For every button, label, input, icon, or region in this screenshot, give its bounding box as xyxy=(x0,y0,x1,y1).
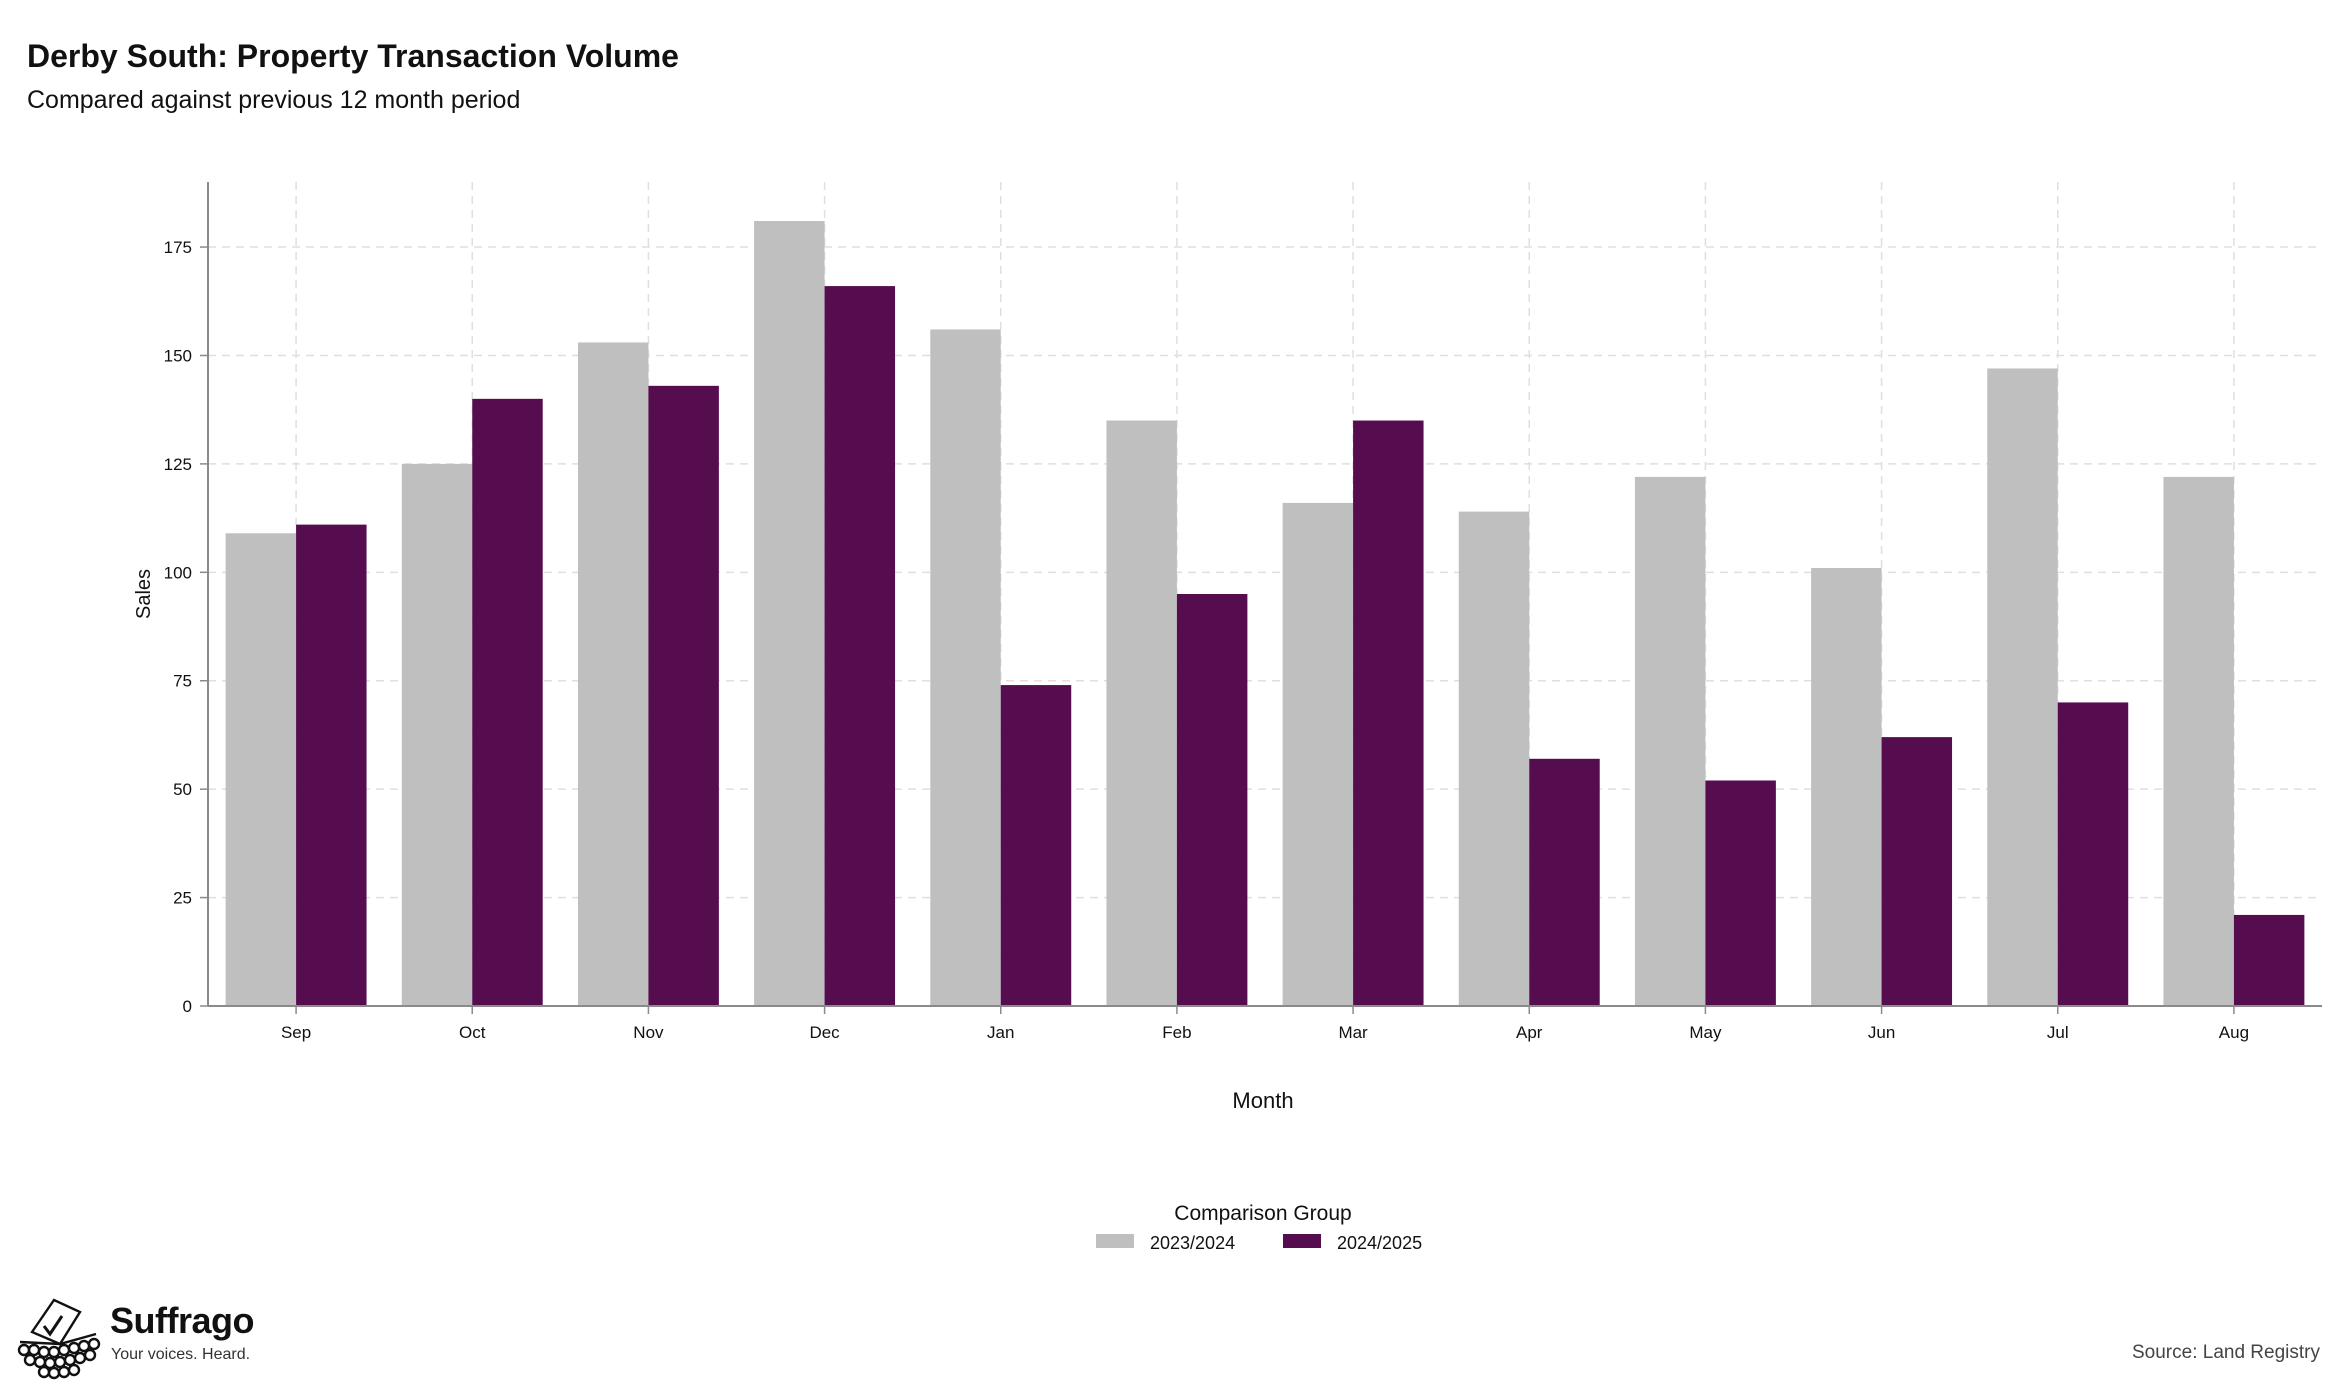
bar-2023-2024-dec xyxy=(754,221,825,1006)
x-tick-label: Jan xyxy=(987,1023,1014,1042)
y-tick-label: 150 xyxy=(164,346,192,365)
x-tick-label: Sep xyxy=(281,1023,311,1042)
bar-2024-2025-sep xyxy=(296,524,367,1006)
bar-2024-2025-oct xyxy=(472,398,543,1006)
bar-2023-2024-jun xyxy=(1811,567,1882,1006)
bar-2024-2025-mar xyxy=(1353,420,1424,1006)
bar-2023-2024-jan xyxy=(930,329,1001,1006)
bar-2024-2025-may xyxy=(1705,780,1776,1006)
bar-2024-2025-nov xyxy=(648,385,719,1007)
x-axis-title: Month xyxy=(1232,1088,1293,1113)
bar-2024-2025-aug xyxy=(2233,914,2305,1006)
x-tick-label: Aug xyxy=(2219,1023,2249,1042)
bar-2023-2024-feb xyxy=(1106,420,1177,1006)
legend-label: 2024/2025 xyxy=(1337,1233,1422,1253)
bar-chart: 0 25 50 75 100 125 150 175 Sep Oct Nov Dec Jan Feb Mar… xyxy=(133,182,2322,1253)
bar-2024-2025-dec xyxy=(824,286,896,1006)
bar-2024-2025-jul xyxy=(2057,702,2129,1006)
bar-2023-2024-apr xyxy=(1458,511,1530,1006)
bar-2023-2024-may xyxy=(1634,476,1706,1006)
bar-2023-2024-sep xyxy=(225,533,297,1006)
y-tick-label: 125 xyxy=(164,455,192,474)
bar-2023-2024-oct xyxy=(401,463,473,1006)
y-tick-label: 100 xyxy=(164,563,192,582)
chart-subtitle: Compared against previous 12 month perio… xyxy=(27,86,521,114)
legend-title: Comparison Group xyxy=(1174,1202,1351,1225)
bar-2024-2025-feb xyxy=(1176,594,1248,1006)
legend-swatch-2023-2024 xyxy=(1096,1234,1134,1248)
y-tick-label: 50 xyxy=(173,780,192,799)
bar-2023-2024-nov xyxy=(577,342,649,1007)
x-tick-label: Oct xyxy=(459,1023,486,1042)
bar-2024-2025-apr xyxy=(1529,758,1600,1006)
x-tick-label: Jul xyxy=(2047,1023,2069,1042)
x-tick-label: Mar xyxy=(1338,1023,1368,1042)
bar-2024-2025-jan xyxy=(1000,685,1072,1006)
bar-2023-2024-mar xyxy=(1282,502,1354,1006)
y-tick-label: 175 xyxy=(164,238,192,257)
source-note: Source: Land Registry xyxy=(2132,1342,2320,1363)
y-tick-label: 75 xyxy=(173,672,192,691)
x-tick-label: May xyxy=(1689,1023,1722,1042)
x-tick-label: Nov xyxy=(633,1023,664,1042)
brand-tagline: Your voices. Heard. xyxy=(111,1346,251,1363)
y-tick-label: 0 xyxy=(183,997,192,1016)
bar-2023-2024-aug xyxy=(2163,476,2234,1006)
suffrago-logo-icon xyxy=(17,1298,101,1380)
legend-label: 2023/2024 xyxy=(1150,1233,1235,1253)
x-tick-label: Feb xyxy=(1162,1023,1191,1042)
chart-title: Derby South: Property Transaction Volume xyxy=(27,38,679,74)
y-tick-label: 25 xyxy=(173,889,192,908)
y-axis-title: Sales xyxy=(133,569,155,619)
x-tick-label: Dec xyxy=(809,1023,840,1042)
x-tick-label: Jun xyxy=(1868,1023,1895,1042)
brand-name: Suffrago xyxy=(110,1300,255,1341)
bar-2024-2025-jun xyxy=(1881,737,1953,1006)
x-tick-label: Apr xyxy=(1516,1023,1543,1042)
legend-swatch-2024-2025 xyxy=(1283,1234,1321,1248)
bar-2023-2024-jul xyxy=(1987,368,2058,1006)
